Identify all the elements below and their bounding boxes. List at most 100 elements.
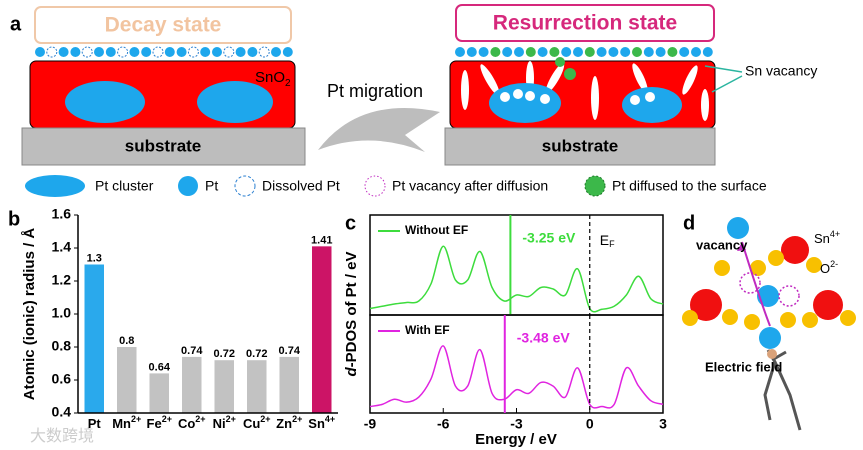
hole [645, 92, 655, 102]
legend-label: Dissolved Pt [262, 178, 340, 194]
surface-atom [35, 47, 45, 57]
decay-title: Decay state [105, 14, 222, 37]
x-tick-label: 3 [659, 416, 667, 432]
surface-atom [564, 68, 576, 80]
surface-atom [490, 47, 501, 57]
surface-atom [247, 47, 258, 57]
y-tick-label: 1.6 [52, 206, 72, 222]
sn-atom [690, 289, 722, 321]
category-element: Sn [308, 416, 325, 431]
field-label: Electric field [705, 359, 782, 374]
category-charge: 2+ [260, 414, 270, 424]
surface-atom [200, 47, 211, 57]
legend-label: Pt cluster [95, 178, 154, 194]
migration-path [741, 241, 771, 327]
pointer [704, 65, 743, 73]
legend-label: Pt vacancy after diffusion [392, 178, 548, 194]
o-atom [780, 312, 796, 328]
pt-cluster [489, 83, 561, 123]
surface-atom [502, 47, 513, 57]
sn-atom [813, 290, 843, 320]
surface-atom [620, 47, 631, 57]
panel-label: a [10, 13, 22, 35]
surface-atom [152, 46, 164, 58]
pt-atom [759, 327, 781, 349]
d-band-label: -3.25 eV [522, 230, 576, 246]
migration-arrow [318, 107, 440, 152]
watermark: 大数跨境 [30, 426, 94, 445]
category-charge: 2+ [131, 414, 141, 424]
surface-atom [632, 47, 642, 57]
vacancy-streaks [461, 61, 709, 121]
anion-base: O [820, 261, 830, 276]
surface-atom [573, 47, 583, 57]
surface-atom [455, 47, 465, 57]
panel-label: b [8, 208, 20, 230]
value-label: 0.72 [246, 348, 267, 360]
category-element: Mn [112, 416, 131, 431]
x-tick-label: -3 [510, 416, 523, 432]
legend-symbol [25, 175, 85, 197]
o-atom [802, 312, 818, 328]
category-charge: 2+ [226, 414, 236, 424]
category-element: Pt [88, 416, 102, 431]
category-charge: 2+ [292, 414, 302, 424]
cation-label: Sn4+ [814, 229, 840, 246]
category-element: Zn [276, 416, 292, 431]
anion-sup: 2- [830, 259, 838, 269]
legend-symbol [178, 176, 198, 196]
surface-atom [555, 57, 565, 67]
surface-atom [561, 47, 572, 57]
value-label: 1.3 [87, 252, 102, 264]
surface-atom [466, 47, 477, 57]
o-atom [744, 314, 760, 330]
arrow-head [737, 242, 746, 251]
pt-cluster [65, 81, 145, 123]
surface-atom [129, 47, 140, 57]
surface-atom [702, 47, 713, 57]
value-label: 0.72 [214, 348, 235, 360]
surface-atom [235, 47, 246, 57]
surface-atom [537, 47, 548, 57]
surface-atom [596, 47, 607, 57]
category-charge: 2+ [162, 414, 172, 424]
o-atom [714, 260, 730, 276]
bar [182, 356, 202, 413]
substrate-label: substrate [542, 136, 619, 155]
x-tick-label: Mn2+ [112, 414, 141, 431]
surface-atom [478, 47, 489, 57]
value-label: 0.74 [181, 345, 203, 357]
y-tick-label: 1.4 [52, 239, 72, 255]
x-tick-label: Co2+ [178, 414, 206, 431]
o-atom [682, 310, 698, 326]
y-axis-label: d-PDOS of Pt / eV [343, 251, 360, 376]
o-atoms [682, 250, 856, 330]
pt-cluster [197, 81, 273, 123]
bar [84, 264, 104, 413]
surface-atom [223, 46, 235, 58]
pointer [711, 75, 743, 93]
legend-label: Pt diffused to the surface [612, 178, 767, 194]
surface-atom [549, 47, 560, 57]
fermi-sub: F [609, 239, 615, 249]
streak [701, 89, 709, 121]
decay-box [34, 6, 292, 44]
legend-label: Pt [205, 178, 218, 194]
y-axis-label-italic: d [343, 367, 360, 377]
streak [545, 63, 565, 93]
anion-label: O2- [820, 259, 838, 276]
dos-curve [369, 345, 664, 409]
x-tick-label: -6 [437, 416, 450, 432]
climber-head [767, 349, 777, 359]
surface-atom [164, 47, 175, 57]
surface-atom [667, 47, 678, 57]
category-charge: 4+ [325, 414, 335, 424]
value-label: 0.8 [119, 335, 134, 347]
y-tick-label: 1.2 [52, 272, 72, 288]
arrow-label: Pt migration [327, 81, 423, 101]
fermi-label: EF [600, 232, 615, 250]
y-tick-label: 0.8 [52, 338, 72, 354]
vacancy-label: vacancy [696, 237, 748, 252]
category-element: Fe [147, 416, 162, 431]
